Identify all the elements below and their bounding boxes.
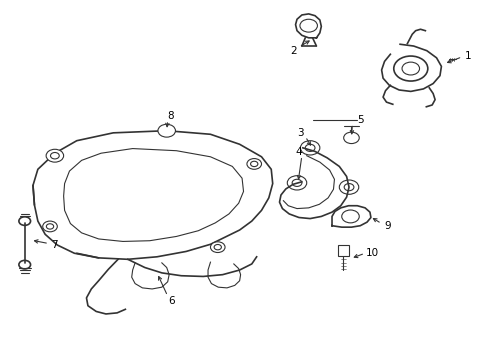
Circle shape xyxy=(246,158,261,169)
Circle shape xyxy=(300,141,319,155)
Circle shape xyxy=(287,176,306,190)
FancyBboxPatch shape xyxy=(337,245,348,256)
Circle shape xyxy=(210,242,224,252)
Text: 3: 3 xyxy=(297,128,303,138)
Polygon shape xyxy=(33,131,272,259)
Circle shape xyxy=(339,180,358,194)
Circle shape xyxy=(19,217,30,225)
Polygon shape xyxy=(63,149,243,242)
Circle shape xyxy=(46,149,63,162)
Circle shape xyxy=(158,124,175,137)
Text: 10: 10 xyxy=(365,248,378,258)
Circle shape xyxy=(343,132,359,144)
Circle shape xyxy=(341,210,359,223)
Text: 2: 2 xyxy=(289,46,296,56)
Circle shape xyxy=(299,19,317,32)
Circle shape xyxy=(393,56,427,81)
Circle shape xyxy=(401,62,419,75)
Text: 1: 1 xyxy=(464,51,470,61)
Circle shape xyxy=(19,260,30,269)
Text: 7: 7 xyxy=(51,240,58,250)
Text: 6: 6 xyxy=(168,296,175,306)
Text: 4: 4 xyxy=(295,147,302,157)
Text: 9: 9 xyxy=(384,221,390,231)
Text: 5: 5 xyxy=(356,115,363,125)
Text: 8: 8 xyxy=(167,111,174,121)
Circle shape xyxy=(42,221,57,232)
